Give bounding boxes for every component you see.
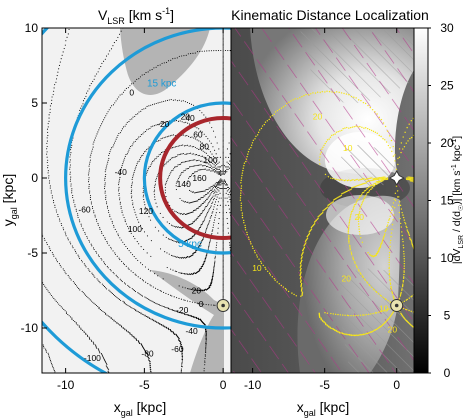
left-xlabel: xgal [kpc]	[114, 399, 166, 418]
circle-label: 5 kpc	[178, 239, 202, 250]
contour-level	[142, 144, 223, 244]
x-tick-label: -5	[319, 378, 330, 392]
forbidden-region-top	[120, 28, 210, 95]
sun-marker	[216, 299, 230, 312]
contour-label: 100	[203, 155, 217, 165]
contour-level	[42, 160, 231, 373]
contour-level	[103, 99, 223, 292]
contour-label: -40	[185, 326, 198, 336]
y-tick-label: -5	[27, 246, 38, 260]
contour-label: 0	[199, 299, 204, 309]
colorbar-gradient	[413, 27, 429, 374]
right-x-ticks: -10 -5 0	[244, 28, 400, 392]
gradient-contour-label: 10	[343, 143, 353, 153]
right-xlabel: xgal [kpc]	[297, 399, 349, 418]
x-tick-label: -10	[57, 378, 75, 392]
contour-level	[46, 28, 231, 373]
colorbar-label: |dVLSR / d(d☉)| [km s-1 kpc-1]	[451, 136, 464, 264]
contour-label: -100	[84, 353, 101, 363]
right-plot-area: 10 10 20 20 20 10 20	[231, 28, 414, 373]
gradient-contour-label: 20	[313, 112, 323, 122]
galactocentric-circle	[142, 101, 231, 255]
colorbar-ticks: 0 5 10 15 20 25 30	[428, 21, 454, 380]
galactocentric-circle	[64, 28, 231, 330]
left-ylabel: ygal [kpc]	[0, 174, 19, 226]
colorbar-tick-label: 10	[440, 251, 454, 265]
contour-label: 0	[129, 88, 134, 98]
y-tick-label: 10	[25, 21, 39, 35]
gradient-contour-label: 20	[355, 212, 365, 222]
gradient-contour-label: 20	[388, 325, 398, 335]
galactocentric-circles: 15 kpc 5 kpc	[42, 28, 231, 373]
contour-level	[164, 159, 222, 216]
contour-level	[117, 120, 223, 276]
contour-label: 60	[193, 130, 203, 140]
x-tick-label: 0	[220, 378, 227, 392]
contour-level	[187, 168, 222, 194]
x-tick-label: 0	[393, 378, 400, 392]
contour-label: -60	[171, 344, 184, 354]
x-tick-label: -10	[244, 378, 262, 392]
colorbar-tick-label: 15	[440, 194, 454, 208]
left-x-ticks: -10 -5 0	[57, 28, 227, 392]
right-title: Kinematic Distance Localization	[231, 7, 429, 23]
circle-label: 15 kpc	[147, 79, 176, 90]
contour-labels: -100 -80 -60-60-40-20020406080100100120140…	[78, 88, 218, 364]
colorbar-tick-label: 25	[440, 79, 454, 93]
colorbar-tick-label: 0	[444, 366, 451, 380]
contour-label: -20	[157, 119, 170, 129]
colorbar: 0 5 10 15 20 25 30 |dVLSR / d(d☉)| [km s-1 kpc…	[413, 21, 464, 380]
contour-label: 80	[199, 142, 209, 152]
contour-label: 20	[181, 112, 191, 122]
galactic-center-marker	[388, 169, 405, 187]
contour-label: -60	[78, 205, 91, 215]
contour-label: 140	[177, 179, 191, 189]
contour-label: 40	[185, 113, 195, 123]
contour-label: -20	[176, 305, 189, 315]
gradient-contour-label: 10	[252, 263, 262, 273]
contour-label: 160	[192, 173, 206, 183]
galactocentric-circle	[158, 116, 231, 240]
y-tick-label: -10	[21, 321, 39, 335]
x-tick-label: -5	[139, 378, 150, 392]
colorbar-tick-label: 20	[440, 136, 454, 150]
y-tick-label: 0	[31, 171, 38, 185]
colorbar-tick-label: 30	[440, 21, 454, 35]
contour-label: -80	[141, 349, 154, 359]
contour-level	[69, 28, 231, 372]
left-y-ticks: -10 -5 0 5 10	[21, 21, 47, 335]
contour-level	[42, 165, 231, 373]
contour-label: 20	[192, 286, 202, 296]
gradient-contour-label: 20	[342, 274, 352, 284]
left-title: VLSR [km s-1]	[98, 6, 174, 26]
contour-label: 100	[128, 224, 142, 234]
gradient-contour-labels: 10 10 20 20 20 10 20	[252, 112, 397, 335]
right-panel: Kinematic Distance Localization 10 10 20 20…	[230, 7, 429, 418]
colorbar-tick-label: 5	[444, 309, 451, 323]
gradient-contour-level	[318, 125, 414, 258]
sun-marker-right	[390, 299, 404, 312]
contour-level	[87, 28, 231, 306]
gradient-contour-label: 10	[379, 304, 389, 314]
y-tick-label: 5	[31, 96, 38, 110]
contour-label: 120	[139, 206, 153, 216]
contour-label: -40	[115, 167, 128, 177]
